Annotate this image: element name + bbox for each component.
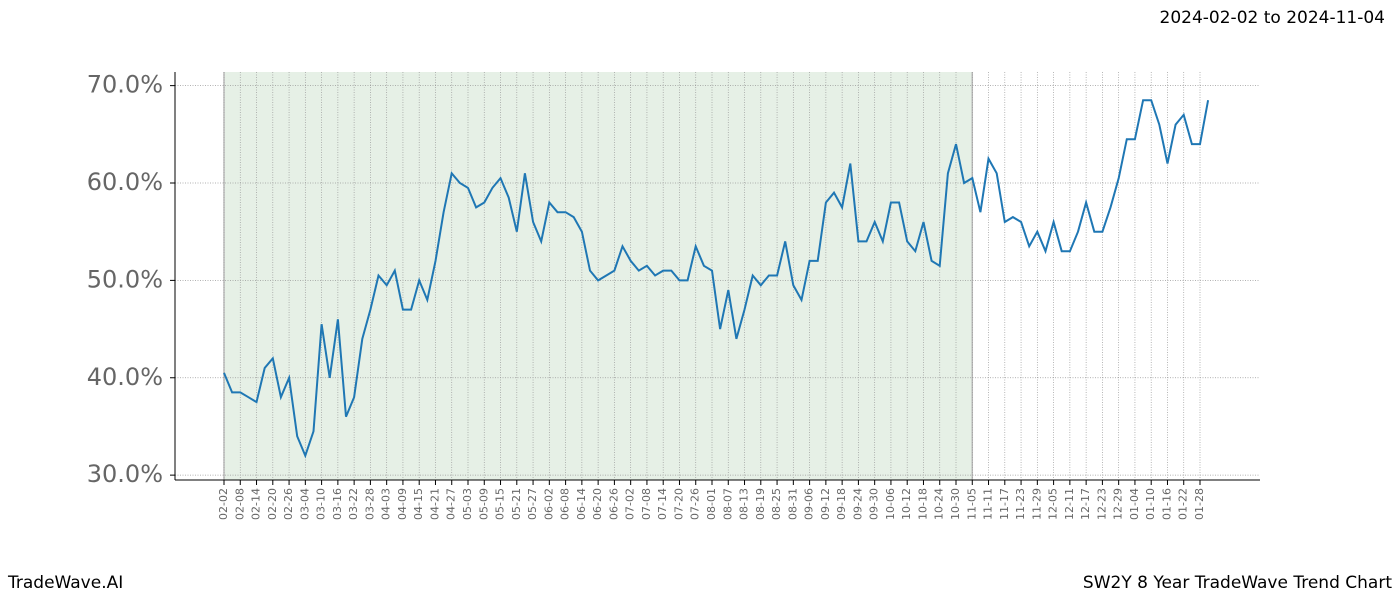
x-tick-label: 10-06 — [884, 488, 897, 520]
y-tick-label: 30.0% — [87, 460, 163, 488]
x-tick-label: 04-27 — [445, 488, 458, 520]
y-tick-label: 50.0% — [87, 265, 163, 293]
x-tick-label: 02-20 — [266, 488, 279, 520]
highlight-band — [224, 72, 973, 480]
footer-right: SW2Y 8 Year TradeWave Trend Chart — [1083, 573, 1392, 593]
x-tick-label: 11-29 — [1030, 488, 1043, 520]
x-tick-label: 02-02 — [217, 488, 230, 520]
x-tick-label: 09-18 — [835, 488, 848, 520]
x-tick-label: 08-01 — [705, 488, 718, 520]
y-tick-label: 40.0% — [87, 363, 163, 391]
x-tick-label: 08-31 — [786, 488, 799, 520]
x-tick-label: 01-22 — [1177, 488, 1190, 520]
x-tick-label: 04-09 — [396, 488, 409, 520]
x-tick-label: 10-12 — [900, 488, 913, 520]
x-tick-label: 05-03 — [461, 488, 474, 520]
x-tick-label: 08-07 — [721, 488, 734, 520]
x-tick-label: 05-21 — [510, 488, 523, 520]
x-tick-label: 01-10 — [1144, 488, 1157, 520]
x-tick-label: 09-24 — [851, 488, 864, 520]
x-tick-label: 12-05 — [1047, 488, 1060, 520]
x-tick-label: 10-24 — [933, 488, 946, 520]
x-tick-label: 04-03 — [380, 488, 393, 520]
x-tick-label: 07-20 — [672, 488, 685, 520]
x-tick-label: 10-30 — [949, 488, 962, 520]
x-tick-label: 02-14 — [250, 488, 263, 520]
x-tick-label: 04-21 — [428, 488, 441, 520]
footer-left: TradeWave.AI — [7, 573, 123, 593]
x-tick-label: 08-19 — [754, 488, 767, 520]
x-tick-label: 01-16 — [1160, 488, 1173, 520]
x-tick-label: 03-04 — [298, 488, 311, 520]
y-tick-label: 70.0% — [87, 71, 163, 99]
x-tick-label: 07-08 — [640, 488, 653, 520]
x-tick-label: 09-30 — [868, 488, 881, 520]
x-tick-label: 01-28 — [1193, 488, 1206, 520]
y-tick-label: 60.0% — [87, 168, 163, 196]
x-tick-label: 03-28 — [363, 488, 376, 520]
x-tick-label: 10-18 — [916, 488, 929, 520]
x-tick-label: 01-04 — [1128, 488, 1141, 520]
x-tick-label: 07-26 — [689, 488, 702, 520]
x-tick-label: 07-14 — [656, 488, 669, 520]
x-tick-label: 12-29 — [1112, 488, 1125, 520]
x-tick-label: 03-22 — [347, 488, 360, 520]
x-tick-label: 11-17 — [998, 488, 1011, 520]
x-tick-label: 03-16 — [331, 488, 344, 520]
x-tick-label: 08-25 — [770, 488, 783, 520]
x-tick-label: 06-08 — [559, 488, 572, 520]
x-tick-label: 05-27 — [526, 488, 539, 520]
x-tick-label: 04-15 — [412, 488, 425, 520]
x-tick-label: 12-11 — [1063, 488, 1076, 520]
x-tick-label: 02-08 — [233, 488, 246, 520]
x-tick-label: 02-26 — [282, 488, 295, 520]
x-tick-label: 06-20 — [591, 488, 604, 520]
date-range: 2024-02-02 to 2024-11-04 — [1160, 8, 1385, 28]
x-tick-label: 11-11 — [982, 488, 995, 520]
x-tick-label: 12-17 — [1079, 488, 1092, 520]
plot-area: 30.0% 40.0% 50.0% 60.0% 70.0% 02-02 02-08 02-14… — [87, 71, 1260, 520]
x-tick-label: 05-09 — [477, 488, 490, 520]
x-tick-label: 03-10 — [315, 488, 328, 520]
x-tick-label: 12-23 — [1095, 488, 1108, 520]
x-tick-label: 05-15 — [494, 488, 507, 520]
x-tick-label: 07-02 — [624, 488, 637, 520]
x-tick-label: 09-06 — [803, 488, 816, 520]
x-tick-label: 06-02 — [542, 488, 555, 520]
x-tick-label: 06-26 — [607, 488, 620, 520]
x-tick-label: 06-14 — [575, 488, 588, 520]
x-tick-label: 11-23 — [1014, 488, 1027, 520]
x-tick-label: 08-13 — [738, 488, 751, 520]
x-tick-label: 09-12 — [819, 488, 832, 520]
x-tick-label: 11-05 — [965, 488, 978, 520]
series-line — [223, 99, 1210, 459]
